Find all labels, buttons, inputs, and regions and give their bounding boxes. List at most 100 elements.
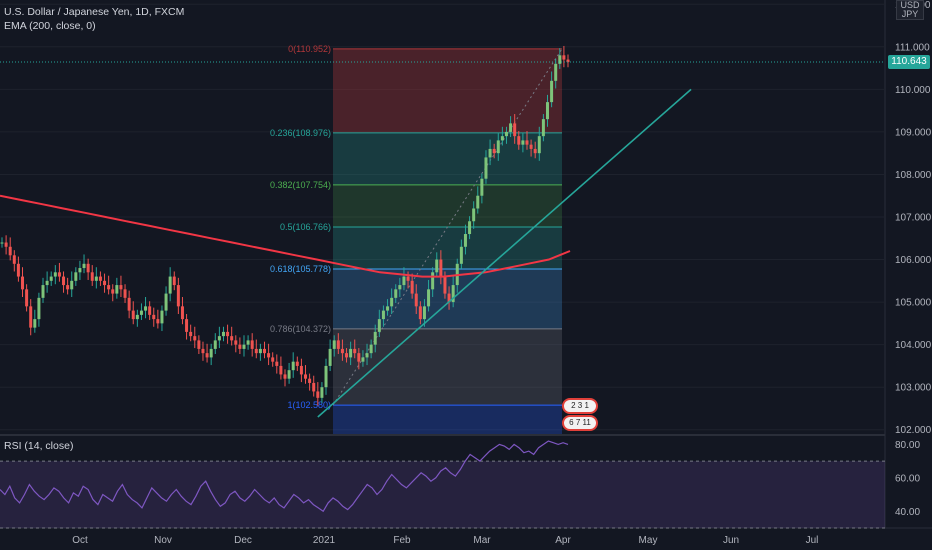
candle-body [111,289,115,294]
candle-body [562,55,566,60]
candle-body [127,297,131,311]
candle-body [4,242,8,247]
symbol-legend[interactable]: U.S. Dollar / Japanese Yen, 1D, FXCM [4,6,185,18]
candle-body [533,148,537,154]
candle-body [340,348,344,354]
candle-body [164,293,168,311]
ema-legend[interactable]: EMA (200, close, 0) [4,20,96,32]
price-tick-label: 111.000 [895,42,930,53]
time-tick-label: Feb [393,535,411,546]
currency-unit-badge[interactable]: USD JPY [896,0,924,20]
candle-body [234,340,238,345]
candle-body [422,306,426,320]
candle-body [74,272,78,281]
candle-body [135,314,139,320]
candle-body [287,370,291,379]
candle-body [275,361,279,366]
candle-body [373,331,377,345]
rsi-line [0,440,569,513]
candle-body [463,234,467,247]
candle-body [62,276,66,286]
candle-body [267,353,271,358]
candle-body [357,353,361,362]
candle-body [521,140,525,145]
candle-body [541,119,545,137]
candle-body [217,336,221,341]
candle-body [394,289,398,298]
candle-body [193,336,197,341]
candle-body [324,365,328,388]
candle-body [201,348,205,354]
price-tick-label: 104.000 [895,340,932,351]
candle-body [148,306,152,315]
event-badge-top[interactable]: 2 3 1 [562,398,598,414]
candle-body [295,361,299,366]
candle-body [439,259,443,277]
rsi-legend[interactable]: RSI (14, close) [4,440,74,452]
candle-body [299,365,303,375]
candle-body [107,285,111,290]
candle-body [566,59,570,63]
candle-body [550,80,554,103]
candle-body [484,157,488,179]
candle-body [316,391,320,398]
candle-body [332,340,336,349]
candle-body [21,276,25,290]
candle-body [226,331,230,337]
candle-body [246,340,250,345]
rsi-tick-label: 60.00 [895,473,920,484]
candle-body [279,365,283,375]
candle-body [94,276,98,281]
candle-body [242,344,246,349]
rsi-band [0,461,885,528]
candle-body [496,140,500,154]
fib-zone [333,328,562,406]
candle-body [258,348,262,354]
candle-body [131,310,135,320]
price-tick-label: 109.000 [895,127,932,138]
candle-body [90,272,94,281]
candle-body [144,306,148,311]
candle-body [509,123,513,132]
candle-body [25,289,29,307]
fib-level-label: 0(110.952) [288,44,331,54]
candle-body [291,361,295,371]
fib-level-label: 0.618(105.778) [270,264,331,274]
price-tick-label: 106.000 [895,255,932,266]
candle-body [554,63,558,81]
candle-body [189,331,193,337]
fib-level-label: 0.5(106.766) [280,222,331,232]
time-tick-label: 2021 [313,535,336,546]
candle-body [525,140,529,145]
candle-body [66,285,70,290]
price-tick-label: 105.000 [895,298,932,309]
candle-body [451,285,455,303]
candle-body [139,310,143,315]
candle-body [345,353,349,358]
price-tick-label: 102.000 [895,425,932,436]
fib-level-label: 0.786(104.372) [270,324,331,334]
event-badge-bottom[interactable]: 6 7 11 [562,415,598,431]
candle-body [414,293,418,307]
candle-body [361,357,365,362]
candle-body [176,285,180,307]
candle-body [353,348,357,354]
candle-body [418,306,422,320]
candle-body [221,331,225,337]
candle-body [172,276,176,286]
candle-body [369,344,373,354]
candle-body [230,336,234,341]
candle-body [209,348,213,358]
candle-body [517,136,521,145]
candle-body [488,148,492,158]
candle-body [427,289,431,307]
candle-body [213,340,217,349]
candle-body [29,306,33,328]
event-badges[interactable]: 2 3 1 6 7 11 [562,398,598,432]
candle-body [529,144,533,149]
fib-zone [333,48,562,133]
candle-body [8,246,12,256]
candle-body [53,272,57,277]
candle-body [504,131,508,137]
